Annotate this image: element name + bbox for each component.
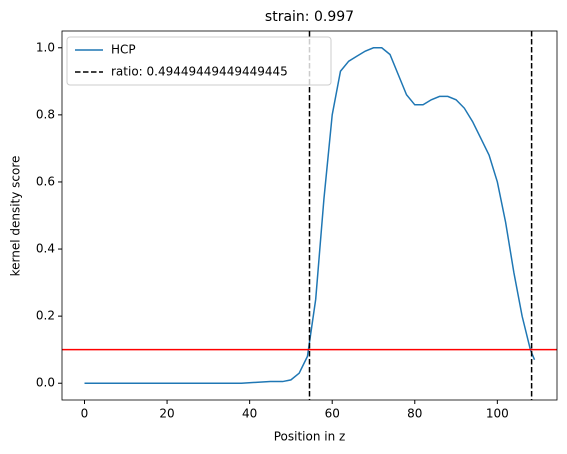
x-tick-label: 40 xyxy=(242,407,257,421)
x-axis-label: Position in z xyxy=(274,430,346,444)
legend-label: ratio: 0.49449449449449445 xyxy=(111,65,288,79)
y-tick-label: 0.4 xyxy=(36,242,55,256)
plot-frame xyxy=(61,30,558,401)
x-tick-label: 100 xyxy=(486,407,509,421)
y-tick-label: 0.8 xyxy=(36,107,55,121)
x-tick-label: 20 xyxy=(159,407,174,421)
legend-label: HCP xyxy=(111,43,136,57)
x-tick-label: 0 xyxy=(81,407,89,421)
y-tick-label: 0.6 xyxy=(36,174,55,188)
y-axis-label: kernel density score xyxy=(9,156,23,277)
line-series xyxy=(84,47,536,384)
chart-title: strain: 0.997 xyxy=(265,9,354,25)
y-tick-label: 0.2 xyxy=(36,309,55,323)
legend-box xyxy=(66,36,332,86)
x-tick-label: 80 xyxy=(407,407,422,421)
y-tick-label: 0.0 xyxy=(36,376,55,390)
y-tick-label: 1.0 xyxy=(36,40,55,54)
x-tick-label: 60 xyxy=(325,407,340,421)
